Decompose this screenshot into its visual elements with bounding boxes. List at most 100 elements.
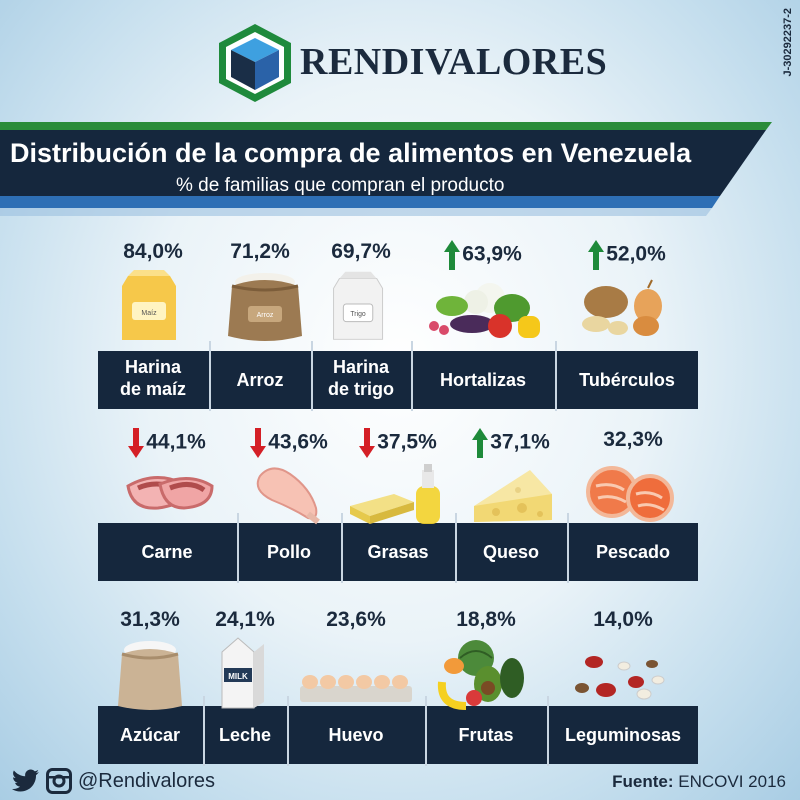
tubers-icon: [556, 268, 698, 343]
percent-text: 23,6%: [326, 608, 386, 631]
percent-value: 69,7%: [312, 240, 410, 264]
food-label: Pollo: [238, 541, 340, 563]
food-label-line: Leguminosas: [564, 725, 682, 745]
food-item: 52,0%: [556, 240, 698, 400]
meat-icon: [98, 456, 236, 531]
column-divider: [203, 696, 205, 766]
percent-value: 71,2%: [210, 240, 310, 264]
down-arrow-icon: [250, 428, 267, 458]
header-area: RENDIVALORES J-30292237-2: [0, 0, 800, 120]
percent-value: 37,1%: [456, 428, 566, 458]
food-item: 43,6%: [238, 428, 340, 588]
percent-text: 32,3%: [603, 428, 663, 451]
down-arrow-icon: [359, 428, 376, 458]
food-label: Carne: [98, 541, 236, 563]
food-label: Harina de trigo: [312, 356, 410, 400]
percent-text: 69,7%: [331, 240, 391, 263]
column-divider: [287, 696, 289, 766]
percent-value: 23,6%: [288, 608, 424, 632]
food-label-line: de maíz: [119, 379, 187, 399]
percent-value: 43,6%: [238, 428, 340, 458]
food-item: 84,0% Maíz: [98, 240, 208, 400]
food-label: Arroz: [210, 369, 310, 391]
fish-icon: [568, 456, 698, 531]
percent-value: 37,5%: [342, 428, 454, 458]
food-item: 37,1%: [456, 428, 566, 588]
wheat-flour-bag-icon: Trigo: [312, 268, 410, 343]
column-divider: [567, 513, 569, 583]
food-item: 24,1% MILK: [204, 608, 286, 768]
percent-text: 24,1%: [215, 608, 275, 631]
percent-text: 44,1%: [146, 430, 206, 454]
chicken-icon: [238, 456, 340, 531]
food-label: Harina de maíz: [98, 356, 208, 400]
percent-value: 52,0%: [556, 240, 698, 270]
column-divider: [411, 341, 413, 411]
food-label-line: Arroz: [236, 370, 284, 390]
food-label-line: Pescado: [595, 542, 671, 562]
percent-text: 71,2%: [230, 240, 290, 263]
food-label: Azúcar: [98, 724, 202, 746]
svg-text:MILK: MILK: [228, 672, 248, 681]
food-label: Leguminosas: [548, 724, 698, 746]
food-item: 44,1%: [98, 428, 236, 588]
food-label: Tubérculos: [556, 369, 698, 391]
svg-text:Trigo: Trigo: [350, 311, 366, 318]
column-divider: [209, 341, 211, 411]
food-label: Frutas: [426, 724, 546, 746]
percent-text: 43,6%: [268, 430, 328, 454]
food-item: 71,2% Arroz: [210, 240, 310, 400]
column-divider: [341, 513, 343, 583]
sugar-sack-icon: [98, 636, 202, 711]
fruits-icon: [426, 636, 546, 711]
instagram-icon[interactable]: [46, 768, 72, 794]
percent-value: 18,8%: [426, 608, 546, 632]
food-item: 69,7% Trigo: [312, 240, 410, 400]
food-item: 18,8%: [426, 608, 546, 768]
page-title: Distribución de la compra de alimentos e…: [10, 138, 692, 168]
food-label: Grasas: [342, 541, 454, 563]
food-label-line: Azúcar: [119, 725, 181, 745]
corn-flour-bag-icon: Maíz: [98, 268, 208, 343]
food-item: 31,3%: [98, 608, 202, 768]
social-footer: @Rendivalores: [10, 766, 215, 796]
food-label-line: Huevo: [328, 725, 384, 745]
food-item: 23,6%: [288, 608, 424, 768]
row2-bar: [98, 523, 698, 581]
column-divider: [547, 696, 549, 766]
food-label-line: Frutas: [458, 725, 514, 745]
food-label-line: Carne: [141, 542, 193, 562]
rice-sack-icon: Arroz: [210, 268, 310, 343]
rif-number: J-30292237-2: [782, 8, 794, 77]
column-divider: [455, 513, 457, 583]
percent-text: 31,3%: [120, 608, 180, 631]
column-divider: [425, 696, 427, 766]
food-label-line: de trigo: [328, 379, 394, 399]
social-handle[interactable]: @Rendivalores: [78, 769, 216, 792]
food-item: 14,0%: [548, 608, 698, 768]
title-banner: [0, 122, 772, 216]
page-subtitle: % de familias que compran el producto: [176, 175, 505, 196]
percent-value: 44,1%: [98, 428, 236, 458]
percent-value: 63,9%: [412, 240, 554, 270]
cheese-icon: [456, 456, 566, 531]
column-divider: [237, 513, 239, 583]
percent-text: 37,5%: [377, 430, 437, 454]
cube-logo-icon: [219, 24, 291, 102]
food-label: Huevo: [288, 724, 424, 746]
twitter-icon[interactable]: [10, 768, 40, 794]
percent-value: 32,3%: [568, 428, 698, 452]
percent-text: 37,1%: [490, 430, 550, 454]
fats-icon: [342, 456, 454, 531]
column-divider: [555, 341, 557, 411]
up-arrow-icon: [472, 428, 489, 458]
percent-value: 24,1%: [204, 608, 286, 632]
brand-name: RENDIVALORES: [300, 41, 608, 83]
food-label-line: Leche: [218, 725, 272, 745]
food-label: Leche: [204, 724, 286, 746]
food-label: Hortalizas: [412, 369, 554, 391]
legumes-icon: [548, 636, 698, 711]
percent-value: 31,3%: [98, 608, 202, 632]
row3-bar: [98, 706, 698, 764]
source-label: Fuente:: [612, 772, 674, 791]
